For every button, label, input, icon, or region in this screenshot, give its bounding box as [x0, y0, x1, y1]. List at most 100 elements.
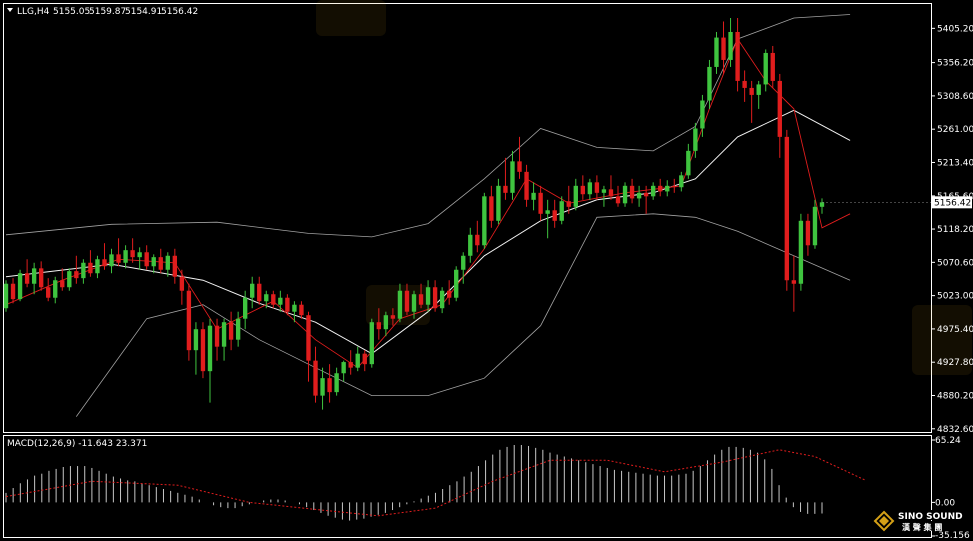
svg-text:SINO SOUND: SINO SOUND: [898, 512, 963, 522]
candle: [123, 245, 128, 269]
candle: [608, 175, 614, 200]
candle-body: [200, 329, 206, 372]
candle-body: [264, 294, 269, 302]
candle-body: [165, 255, 170, 270]
candle-body: [123, 250, 128, 263]
candle-body: [812, 206, 818, 246]
ohlc-open: 5155.05: [53, 7, 90, 17]
candle-body: [88, 262, 93, 274]
candle-body: [214, 325, 220, 347]
candle-body: [193, 329, 199, 351]
candle-body: [454, 269, 459, 298]
candle: [749, 80, 754, 123]
candle-body: [397, 290, 403, 319]
price-tick-label: 5118.20: [937, 225, 973, 235]
candle: [784, 129, 790, 291]
candle: [158, 248, 163, 274]
candle: [819, 198, 825, 214]
candle: [517, 136, 522, 179]
candle: [144, 245, 149, 270]
candle-body: [665, 185, 670, 192]
candle-body: [250, 283, 255, 298]
candle-body: [510, 161, 515, 193]
candle: [214, 318, 220, 361]
candle: [446, 280, 452, 305]
candle-body: [566, 201, 571, 207]
candle: [531, 182, 536, 211]
candle: [650, 182, 656, 200]
candle-body: [468, 234, 473, 256]
price-tick-label: 5023.00: [937, 292, 973, 302]
candle: [67, 268, 72, 291]
candle-body: [756, 84, 761, 95]
candle: [285, 294, 290, 316]
candle-body: [81, 262, 86, 279]
candle-body: [531, 192, 536, 200]
candle-body: [735, 31, 740, 81]
candle-body: [489, 196, 494, 221]
candle-body: [496, 185, 501, 221]
price-tick-label: 4880.20: [937, 391, 973, 401]
macd-tick-label: 0.00: [935, 498, 955, 508]
candle-body: [425, 287, 431, 305]
candle-body: [228, 322, 234, 340]
candle-body: [348, 362, 353, 368]
candle-body: [524, 171, 529, 200]
candle: [60, 268, 65, 291]
bollinger-middle: [5, 109, 851, 355]
candle-body: [819, 202, 825, 207]
candle: [38, 261, 44, 291]
chevron-down-icon[interactable]: [7, 8, 13, 12]
candle-body: [53, 280, 58, 298]
macd-tick-label: 65.24: [935, 436, 961, 446]
candle: [658, 178, 663, 197]
candle: [475, 220, 480, 253]
candle-body: [629, 185, 635, 199]
candle: [17, 269, 23, 302]
candle: [707, 59, 712, 109]
candle-body: [390, 315, 396, 319]
candle: [362, 350, 367, 372]
candle: [714, 31, 719, 74]
candle: [109, 248, 114, 274]
candle: [425, 280, 431, 312]
candle-body: [770, 52, 775, 81]
candle: [622, 182, 628, 207]
candle-body: [622, 185, 628, 204]
candle-body: [151, 257, 156, 267]
candle-body: [179, 276, 185, 291]
candle: [165, 252, 170, 277]
candle: [496, 178, 501, 225]
ohlc-high: 5159.87: [89, 7, 126, 17]
current-price-label: 5156.42: [934, 198, 971, 208]
symbol-label: LLG,H4: [17, 7, 50, 17]
candles: [3, 17, 825, 410]
candle: [454, 266, 459, 302]
candle-body: [320, 378, 325, 396]
candle: [397, 283, 403, 323]
price-tick-label: 5213.40: [937, 158, 973, 168]
candle: [601, 185, 607, 207]
candle: [292, 301, 297, 323]
candle-body: [636, 192, 642, 199]
candle: [200, 322, 206, 379]
candle-body: [439, 290, 445, 309]
candle-body: [186, 290, 192, 351]
candle: [3, 280, 9, 312]
candle-body: [271, 294, 276, 305]
candle: [95, 255, 100, 279]
candle: [257, 276, 262, 305]
candle: [334, 367, 339, 396]
chart-header: LLG,H4 5155.05 5159.87 5154.91 5156.42: [7, 7, 198, 17]
candle: [313, 346, 318, 403]
candle-body: [545, 210, 550, 214]
candle: [735, 17, 740, 92]
candle: [693, 122, 698, 158]
price-tick-label: 4832.60: [937, 425, 973, 435]
candle: [489, 185, 494, 228]
candle: [672, 178, 677, 193]
candle: [636, 185, 642, 207]
candle-body: [643, 192, 649, 197]
candle-body: [95, 259, 100, 274]
